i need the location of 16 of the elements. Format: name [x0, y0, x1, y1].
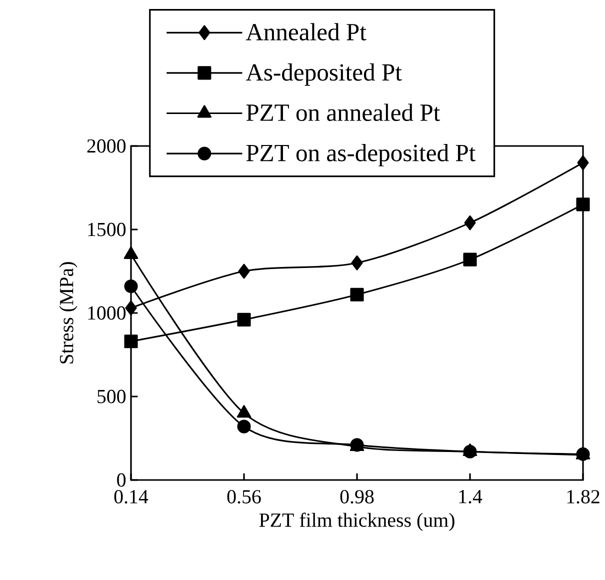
legend-label: As-deposited Pt — [246, 63, 402, 86]
x-tick-label: 0.98 — [340, 490, 374, 504]
legend-label: PZT on annealed Pt — [246, 104, 440, 122]
y-tick-label: 500 — [98, 390, 126, 404]
y-axis-title: Stress (MPa) — [59, 262, 78, 364]
y-tick-label: 2000 — [87, 139, 126, 153]
y-tick-label: 1000 — [88, 306, 126, 320]
y-tick-label: 1500 — [88, 222, 126, 236]
x-tick-label: 1.4 — [459, 490, 482, 504]
x-tick-label: 1.82 — [567, 490, 600, 504]
y-tick-label: 0 — [117, 473, 126, 487]
x-axis-title: PZT film thickness (um) — [259, 512, 454, 531]
x-tick-label: 0.56 — [227, 490, 261, 504]
legend-label: Annealed Pt — [246, 23, 366, 40]
legend-label: PZT on as-deposited Pt — [246, 144, 476, 166]
x-tick-label: 0.14 — [114, 490, 148, 504]
